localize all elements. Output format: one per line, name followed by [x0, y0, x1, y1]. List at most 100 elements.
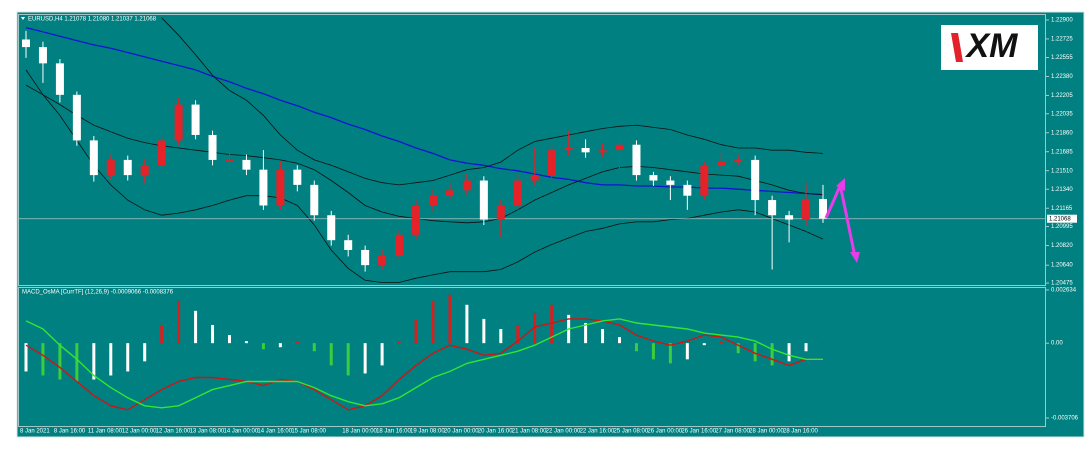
histogram-bar [821, 343, 825, 344]
candle-body [276, 169, 285, 206]
x-tick-label: 28 Jan 00:00 [749, 429, 784, 435]
histogram-bar [736, 343, 740, 354]
x-tick-label: 11 Jan 08:00 [88, 429, 123, 435]
y-tick-label: 1.22205 [1051, 93, 1073, 99]
candle-body [293, 169, 302, 185]
y-tick-label: 1.22380 [1051, 74, 1073, 80]
histogram-bar [24, 343, 28, 372]
candle-body [734, 159, 743, 163]
candle-body [259, 169, 268, 206]
candle-body [768, 200, 777, 216]
histogram-bar [499, 329, 503, 344]
candle-body [22, 39, 30, 48]
y-tick-label: 1.21340 [1051, 187, 1073, 193]
histogram-bar [143, 343, 147, 362]
candle-body [513, 180, 522, 206]
histogram-bar [584, 322, 588, 344]
candle-body [140, 165, 149, 176]
candle-body [106, 159, 115, 176]
macd-title: MACD_OsMA [CurrTF] (12,26,9) -0.0009066 … [22, 290, 174, 296]
histogram-bar [787, 343, 791, 362]
y-tick-label: 1.20640 [1051, 263, 1073, 269]
x-tick-label: 12 Jan 00:00 [122, 429, 157, 435]
histogram-bar [550, 304, 554, 344]
title-marker [21, 17, 25, 20]
candle-body [649, 175, 658, 181]
x-tick-label: 20 Jan 00:00 [444, 429, 479, 435]
histogram-bar [194, 310, 198, 344]
candle-body [157, 140, 166, 166]
arrow-down [838, 183, 856, 253]
histogram-bar [634, 343, 638, 352]
macd-panel-frame [18, 287, 1046, 427]
histogram-bar [278, 343, 282, 348]
histogram-bar [295, 341, 299, 344]
histogram-bar [160, 324, 164, 344]
candle-body [496, 205, 505, 220]
candle-body [310, 184, 319, 216]
x-tick-label: 8 Jan 2021 [20, 429, 50, 435]
candle-body [123, 159, 132, 176]
y-tick-label: 1.21165 [1051, 206, 1073, 212]
histogram-bar [770, 343, 774, 366]
candle-body [55, 63, 64, 95]
y-tick-label: 1.20995 [1051, 224, 1073, 230]
candle-body [802, 198, 811, 220]
candle-body [72, 94, 81, 141]
histogram-bar [109, 343, 113, 376]
histogram-bar [397, 341, 401, 344]
x-tick-label: 12 Jan 16:00 [156, 429, 191, 435]
candle-body [445, 190, 454, 196]
candle-body [632, 144, 641, 176]
histogram-bar [448, 294, 452, 344]
candle-body [666, 180, 675, 185]
x-tick-label: 13 Jan 08:00 [190, 429, 225, 435]
x-tick-label: 26 Jan 16:00 [681, 429, 716, 435]
histogram-bar [177, 300, 181, 344]
x-tick-label: 27 Jan 08:00 [715, 429, 750, 435]
candle-body [378, 255, 387, 266]
candle-body [225, 159, 234, 161]
candle-body [530, 175, 539, 181]
y-tick-label: 0.002634 [1051, 288, 1077, 294]
candle-body [38, 47, 47, 64]
candle-body [208, 134, 217, 160]
histogram-bar [312, 343, 316, 352]
x-tick-label: 14 Jan 00:00 [223, 429, 258, 435]
histogram-bar [211, 324, 215, 344]
candle-body [89, 140, 98, 176]
y-tick-label: 1.22555 [1051, 55, 1073, 61]
x-tick-label: 21 Jan 08:00 [512, 429, 547, 435]
x-tick-label: 22 Jan 16:00 [580, 429, 615, 435]
candle-body [717, 162, 726, 166]
candle-body [174, 104, 183, 141]
candle-body [615, 144, 624, 151]
candle-body [547, 150, 556, 176]
candle-body [344, 240, 353, 250]
y-tick-label: 1.22035 [1051, 111, 1073, 117]
candle-body [581, 147, 590, 153]
candle-body [462, 180, 471, 191]
candle-body [479, 180, 488, 220]
x-tick-label: 19 Jan 08:00 [410, 429, 445, 435]
x-tick-label: 15 Jan 08:00 [291, 429, 326, 435]
x-tick-label: 20 Jan 16:00 [478, 429, 513, 435]
histogram-bar [329, 343, 333, 366]
candle-body [242, 159, 251, 170]
histogram-bar [346, 343, 350, 376]
x-tick-label: 8 Jan 16:00 [54, 429, 86, 435]
histogram-bar [261, 343, 265, 350]
arrow-down-head [850, 252, 860, 263]
price-panel-frame [18, 14, 1046, 286]
histogram-bar [533, 312, 537, 344]
indicator-line [25, 318, 823, 409]
histogram-bar [244, 341, 248, 344]
logo-text: XM [965, 27, 1019, 65]
histogram-bar [431, 300, 435, 344]
histogram-bar [227, 335, 231, 344]
y-tick-label: -0.003706 [1051, 416, 1079, 422]
y-tick-label: 0.00 [1051, 341, 1063, 347]
x-tick-label: 14 Jan 16:00 [257, 429, 292, 435]
x-tick-label: 28 Jan 16:00 [783, 429, 818, 435]
